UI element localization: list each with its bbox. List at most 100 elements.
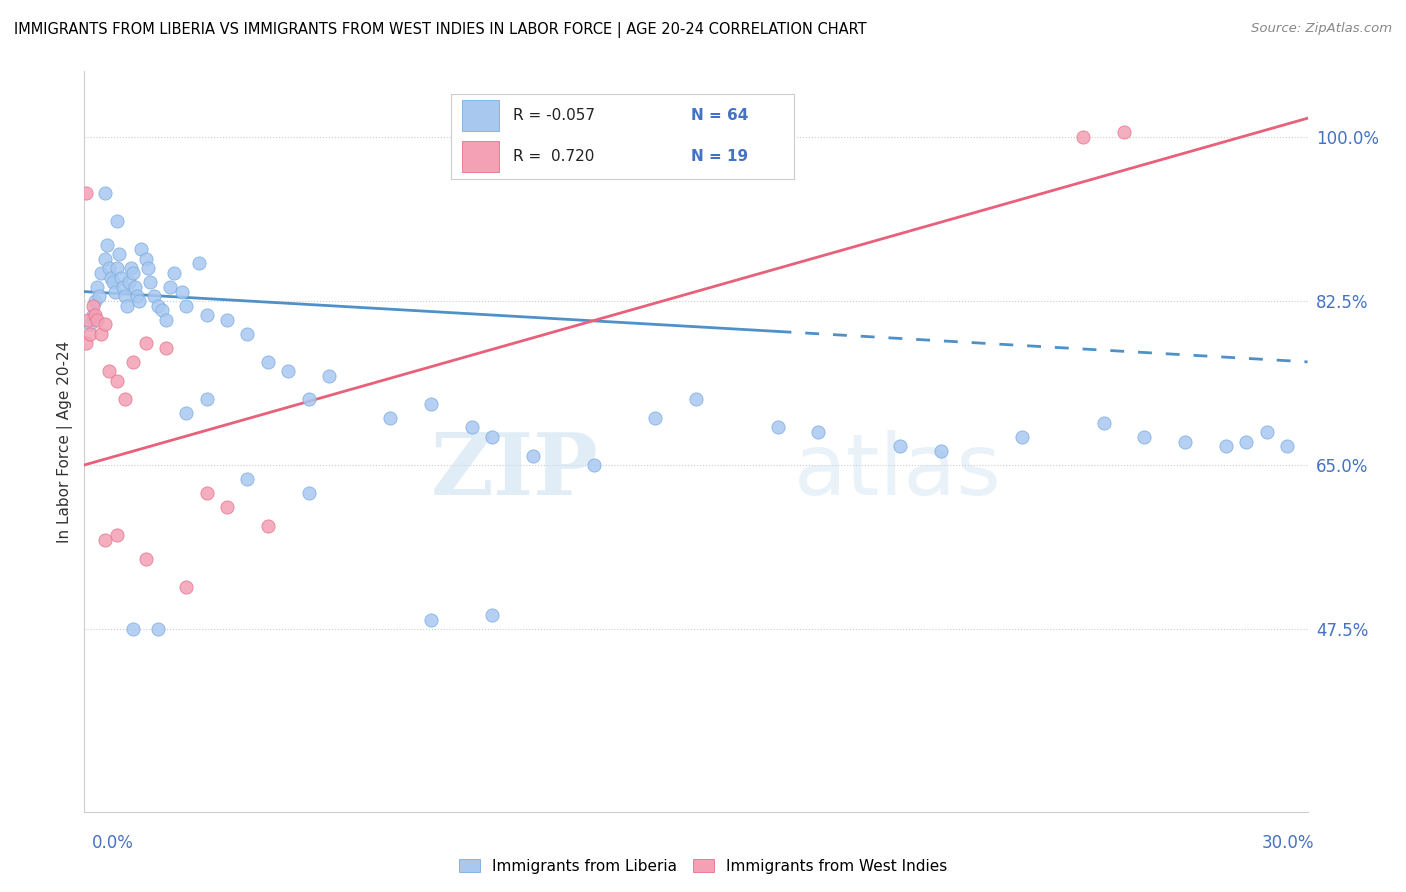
Point: [461, 420, 484, 434]
Point: [522, 449, 544, 463]
Point: [104, 285, 127, 299]
Point: [115, 299, 138, 313]
Point: [172, 285, 194, 299]
Point: [236, 326, 259, 341]
Point: [135, 336, 157, 351]
Point: [277, 364, 299, 378]
Point: [155, 341, 177, 355]
Point: [929, 444, 952, 458]
Point: [127, 289, 149, 303]
Point: [195, 308, 218, 322]
Point: [93, 186, 115, 201]
Point: [298, 486, 321, 500]
Text: 30.0%: 30.0%: [1263, 834, 1315, 852]
Point: [685, 392, 707, 407]
Y-axis label: In Labor Force | Age 20-24: In Labor Force | Age 20-24: [58, 341, 73, 542]
Point: [114, 289, 136, 303]
Point: [83, 308, 105, 322]
Point: [155, 312, 177, 326]
Point: [87, 289, 110, 303]
Point: [1256, 425, 1278, 439]
Point: [75, 186, 97, 201]
Point: [93, 318, 115, 332]
Point: [1174, 434, 1197, 449]
Point: [97, 364, 120, 378]
Point: [122, 622, 145, 636]
Text: IMMIGRANTS FROM LIBERIA VS IMMIGRANTS FROM WEST INDIES IN LABOR FORCE | AGE 20-2: IMMIGRANTS FROM LIBERIA VS IMMIGRANTS FR…: [14, 22, 866, 38]
Point: [257, 519, 280, 533]
Point: [1092, 416, 1115, 430]
Point: [889, 439, 911, 453]
Point: [1215, 439, 1237, 453]
Point: [112, 280, 135, 294]
Point: [420, 613, 443, 627]
Point: [195, 486, 218, 500]
Point: [75, 336, 97, 351]
Point: [236, 472, 259, 486]
Point: [100, 270, 122, 285]
Point: [135, 551, 157, 566]
Point: [86, 280, 108, 294]
Point: [124, 280, 146, 294]
Point: [105, 214, 128, 228]
Point: [96, 237, 118, 252]
Point: [122, 266, 145, 280]
Point: [159, 280, 181, 294]
Point: [163, 266, 186, 280]
Point: [174, 299, 197, 313]
Point: [105, 374, 128, 388]
Text: atlas: atlas: [794, 430, 1002, 513]
Point: [128, 293, 150, 308]
Point: [101, 275, 124, 289]
Point: [131, 243, 153, 257]
Point: [110, 270, 132, 285]
Point: [79, 326, 101, 341]
Point: [79, 318, 101, 332]
Point: [135, 252, 157, 266]
Point: [1114, 125, 1136, 139]
Point: [174, 580, 197, 594]
Point: [83, 293, 105, 308]
Point: [174, 406, 197, 420]
Point: [86, 312, 108, 326]
Point: [298, 392, 321, 407]
Point: [105, 261, 128, 276]
Point: [1133, 430, 1156, 444]
Point: [114, 392, 136, 407]
Point: [82, 308, 104, 322]
Point: [318, 368, 340, 383]
Point: [1277, 439, 1299, 453]
Point: [97, 261, 120, 276]
Point: [807, 425, 830, 439]
Point: [1236, 434, 1258, 449]
Point: [481, 607, 503, 622]
Point: [583, 458, 606, 472]
Point: [77, 312, 100, 326]
Point: [136, 261, 159, 276]
Point: [90, 266, 112, 280]
Point: [481, 430, 503, 444]
Point: [108, 247, 131, 261]
Point: [187, 256, 209, 270]
Point: [195, 392, 218, 407]
Point: [93, 252, 115, 266]
Point: [122, 355, 145, 369]
Point: [217, 500, 239, 515]
Point: [217, 312, 239, 326]
Point: [766, 420, 789, 434]
Point: [1011, 430, 1033, 444]
Point: [1073, 130, 1095, 145]
Point: [82, 299, 104, 313]
Text: ZIP: ZIP: [430, 429, 598, 513]
Point: [105, 528, 128, 542]
Point: [380, 411, 402, 425]
Text: 0.0%: 0.0%: [91, 834, 134, 852]
Point: [142, 289, 165, 303]
Point: [90, 326, 112, 341]
Text: Source: ZipAtlas.com: Source: ZipAtlas.com: [1251, 22, 1392, 36]
Point: [150, 303, 173, 318]
Point: [93, 533, 115, 547]
Point: [420, 397, 443, 411]
Point: [118, 275, 141, 289]
Point: [257, 355, 280, 369]
